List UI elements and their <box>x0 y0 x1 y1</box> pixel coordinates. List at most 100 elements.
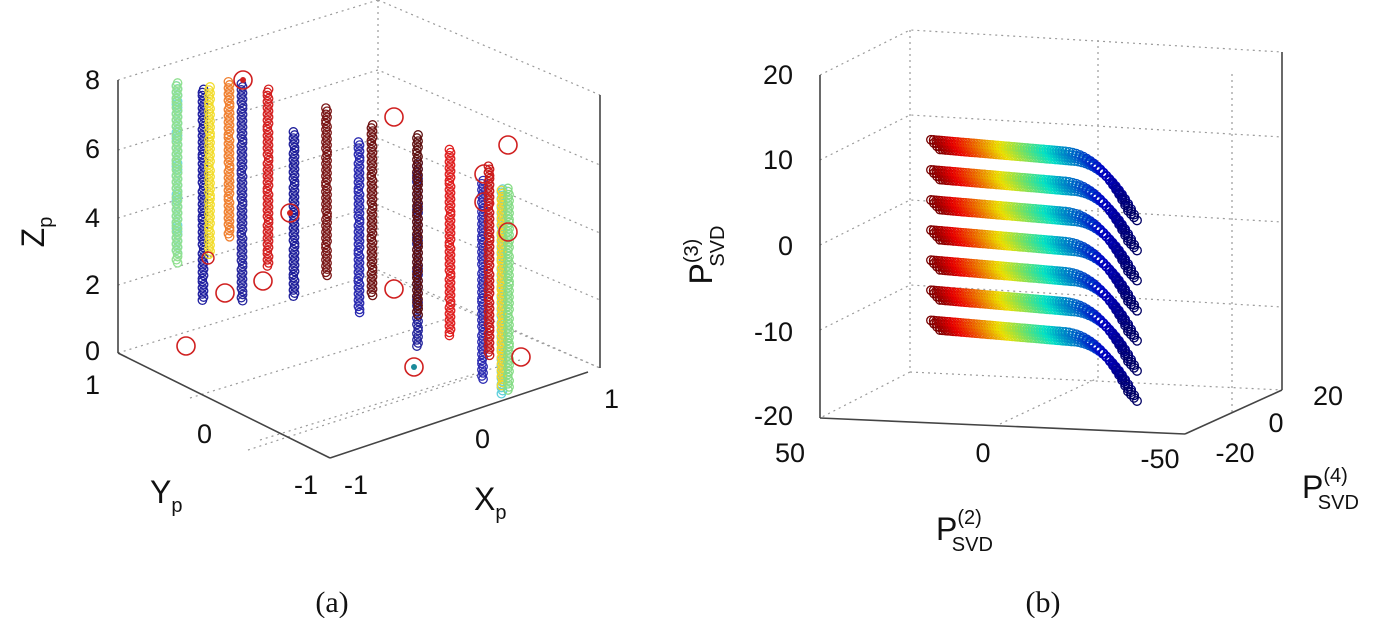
data-point <box>1129 362 1139 373</box>
data-point <box>321 115 331 126</box>
data-point <box>172 257 183 268</box>
band-1 <box>926 164 1142 256</box>
z-tick-label: 2 <box>85 270 100 300</box>
panel-b-y-ticks: -20 0 20 <box>1215 381 1343 468</box>
data-point <box>322 208 332 219</box>
panel-b-points <box>926 134 1142 406</box>
z-tick-label: -20 <box>754 401 793 431</box>
data-point <box>1126 269 1136 280</box>
highlight-marker <box>498 222 518 242</box>
data-point <box>1095 254 1106 265</box>
data-point <box>262 87 273 98</box>
z-axis-label: P(3) SVD <box>681 226 729 285</box>
data-point <box>1132 245 1142 256</box>
data-point <box>1088 248 1099 259</box>
data-point <box>412 207 422 218</box>
z-tick-label: 10 <box>763 145 793 175</box>
data-point <box>1092 341 1102 352</box>
data-point <box>484 350 495 361</box>
data-point <box>1085 155 1096 166</box>
highlight-marker <box>511 347 531 367</box>
data-point <box>445 268 456 279</box>
data-point <box>237 258 248 269</box>
data-point <box>1088 278 1099 289</box>
data-point <box>477 293 487 304</box>
band-2 <box>926 195 1142 286</box>
data-point <box>1120 260 1131 271</box>
data-point <box>353 273 364 284</box>
data-point <box>1117 284 1128 295</box>
data-point <box>504 338 514 349</box>
data-point <box>1123 386 1133 397</box>
data-point <box>1126 209 1136 219</box>
data-point <box>1114 309 1125 320</box>
highlight-marker <box>253 271 273 291</box>
data-point <box>1132 305 1142 316</box>
data-point <box>413 238 423 249</box>
z-tick-label: 4 <box>85 203 100 233</box>
data-point <box>1095 224 1106 235</box>
data-point <box>353 245 364 256</box>
data-point <box>237 286 248 297</box>
data-point <box>262 121 273 132</box>
data-point <box>1123 205 1133 216</box>
data-point <box>171 217 182 228</box>
data-point <box>444 175 455 186</box>
data-point <box>1085 306 1096 317</box>
data-point <box>444 327 455 338</box>
data-point <box>263 214 274 225</box>
z-tick-label: -10 <box>754 317 793 347</box>
data-point <box>412 145 422 156</box>
data-point <box>172 186 183 197</box>
panel-a-3d-scatter: 8 6 4 2 0 1 0 -1 -1 0 1 Zp Yp Xp (a) <box>15 0 619 618</box>
highlight-marker <box>474 164 494 184</box>
data-point <box>262 183 273 194</box>
data-point <box>1111 365 1122 376</box>
data-point <box>484 170 495 181</box>
panel-b-x-ticks: 50 0 -50 <box>775 438 1180 474</box>
data-point <box>262 261 273 271</box>
point-column-17 <box>444 144 456 341</box>
data-point <box>204 159 214 170</box>
data-point <box>1085 276 1096 287</box>
z-tick-label: 8 <box>85 65 100 95</box>
x-tick-label: 50 <box>775 438 805 468</box>
panel-a-points <box>171 76 514 399</box>
data-point <box>1132 275 1142 286</box>
data-point <box>1095 164 1106 175</box>
data-point <box>1129 272 1139 283</box>
point-column-1 <box>236 78 248 306</box>
data-point <box>224 98 235 109</box>
data-point <box>1095 345 1106 355</box>
data-point <box>1117 345 1128 355</box>
data-point <box>413 322 423 333</box>
data-point <box>1129 392 1139 403</box>
data-point <box>413 309 423 320</box>
panel-a-x-ticks: -1 0 1 <box>344 384 619 500</box>
panel-b-3d-scatter: 20 10 0 -10 -20 50 0 -50 -20 0 20 P(3) SV… <box>681 29 1359 618</box>
data-point <box>484 232 495 243</box>
data-point <box>1120 200 1131 210</box>
data-point <box>1114 189 1125 200</box>
data-point <box>1092 161 1102 172</box>
data-point <box>1126 239 1136 250</box>
highlight-marker <box>384 107 404 127</box>
panel-a-z-ticks: 8 6 4 2 0 <box>85 65 100 366</box>
point-column-9 <box>503 183 514 395</box>
data-point <box>288 269 299 280</box>
data-point <box>1085 336 1096 347</box>
data-point <box>224 222 235 233</box>
data-point <box>367 262 378 273</box>
data-point <box>237 134 248 145</box>
data-point <box>262 245 273 256</box>
data-point <box>236 165 247 176</box>
x-tick-label: 0 <box>975 438 990 468</box>
data-point <box>413 176 423 187</box>
data-point <box>1123 266 1133 276</box>
data-point <box>478 374 488 384</box>
data-point <box>1095 284 1106 295</box>
data-point <box>1129 302 1139 313</box>
highlight-marker <box>411 364 417 370</box>
data-point <box>205 190 215 201</box>
